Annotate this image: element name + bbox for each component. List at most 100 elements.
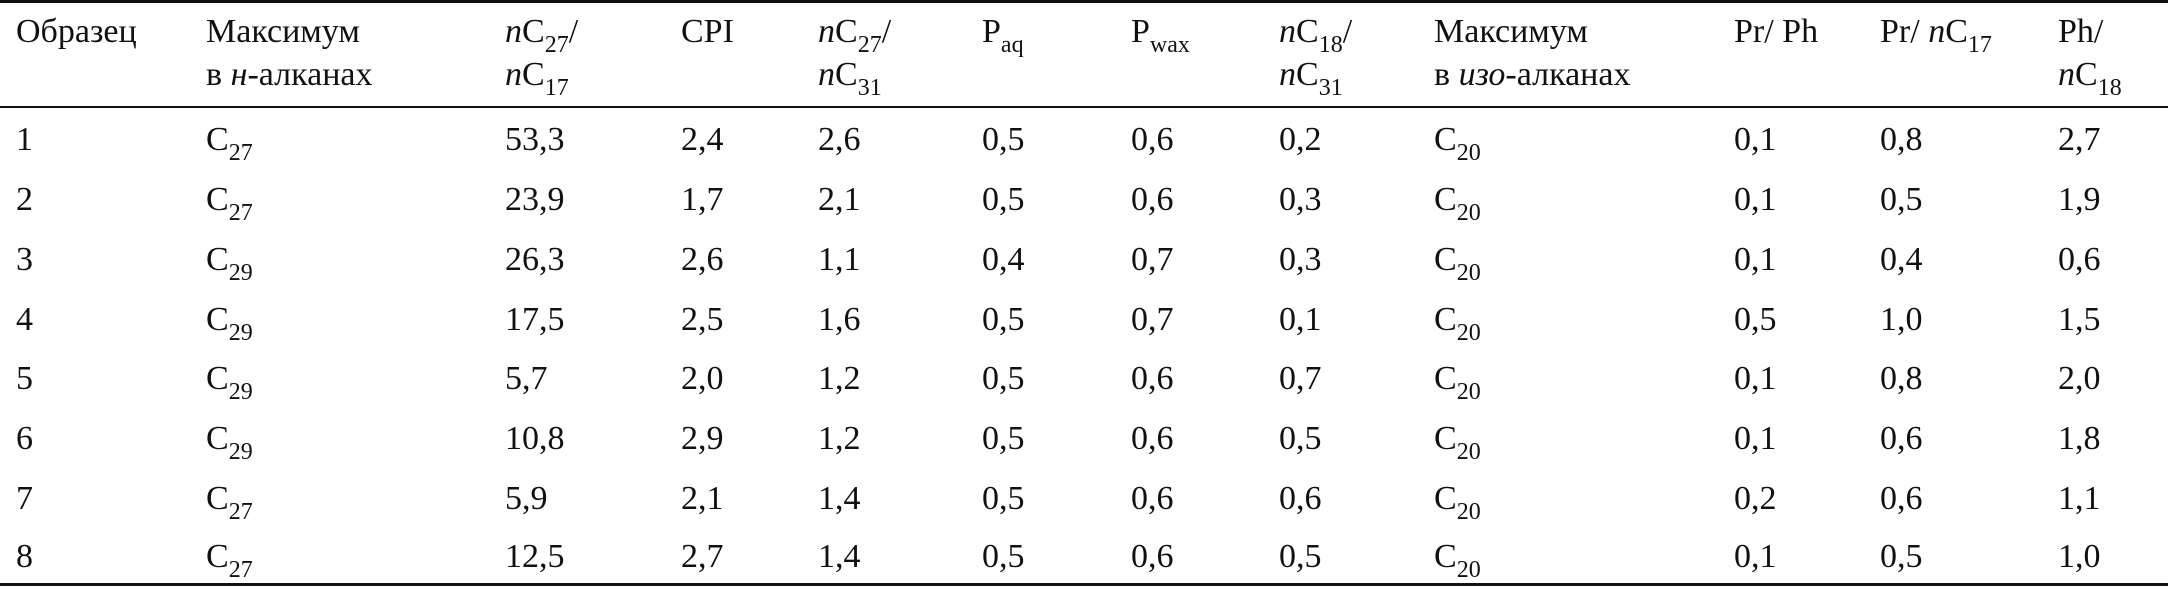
cell-pr-nc17: 0,6 xyxy=(1880,417,1923,460)
table-row: 7 C27 5,9 2,1 1,4 0,5 0,6 0,6 C20 0,2 0,6 1,1 xyxy=(0,467,2168,526)
cell-pwax: 0,6 xyxy=(1131,477,1174,520)
cpi-value: 2,7 xyxy=(681,538,724,575)
ph-nc18-value: 1,8 xyxy=(2058,420,2101,457)
header-ratio-27-17-n2: n xyxy=(505,56,522,93)
cell-paq: 0,5 xyxy=(982,298,1025,341)
header-ratio-18-31-c1: C xyxy=(1296,13,1319,50)
header-max-n-alkanes-suffix: -алканах xyxy=(247,56,373,93)
cell-max-iso-alkanes: C20 xyxy=(1434,178,1481,225)
pwax-value: 0,6 xyxy=(1131,121,1174,158)
header-max-n-alkanes-prefix: в xyxy=(206,56,231,93)
cell-ratio-27-31: 1,1 xyxy=(818,238,861,281)
max-iso-sub: 20 xyxy=(1456,320,1481,346)
pwax-value: 0,6 xyxy=(1131,181,1174,218)
cell-sample: 3 xyxy=(16,238,33,281)
header-pr-ph-text: Pr/ Ph xyxy=(1734,13,1819,50)
cell-paq: 0,4 xyxy=(982,238,1025,281)
ratio-27-31-value: 1,2 xyxy=(818,360,861,397)
cell-ratio-18-31: 0,5 xyxy=(1279,417,1322,460)
cpi-value: 2,0 xyxy=(681,360,724,397)
ratio-27-31-value: 2,6 xyxy=(818,121,861,158)
cell-pr-ph: 0,5 xyxy=(1734,298,1777,341)
header-pr-ph: Pr/ Ph xyxy=(1734,10,1818,53)
table-row: 5 C29 5,7 2,0 1,2 0,5 0,6 0,7 C20 0,1 0,8 2,0 xyxy=(0,347,2168,406)
ratio-27-17-value: 5,9 xyxy=(505,480,548,517)
header-ratio-27-31-n2: n xyxy=(818,56,835,93)
header-ratio-18-31-n2: n xyxy=(1279,56,1296,93)
header-ph-nc18-s: 18 xyxy=(2097,75,2122,101)
table-header-row: Образец Максимум в н-алканах nC27/ nC17 … xyxy=(0,4,2168,106)
cell-pr-nc17: 1,0 xyxy=(1880,298,1923,341)
pr-ph-value: 0,1 xyxy=(1734,181,1777,218)
cell-ph-nc18: 2,7 xyxy=(2058,118,2101,161)
cell-ratio-18-31: 0,6 xyxy=(1279,477,1322,520)
header-pr-nc17-prefix: Pr/ xyxy=(1880,13,1929,50)
sample-value: 6 xyxy=(16,420,33,457)
cell-max-iso-alkanes: C20 xyxy=(1434,118,1481,165)
max-n-base: C xyxy=(206,121,229,158)
cell-pwax: 0,6 xyxy=(1131,178,1174,221)
cell-ratio-27-17: 12,5 xyxy=(505,535,565,578)
cell-max-iso-alkanes: C20 xyxy=(1434,298,1481,345)
cell-paq: 0,5 xyxy=(982,118,1025,161)
header-max-n-alkanes-line1: Максимум xyxy=(206,13,360,50)
max-n-base: C xyxy=(206,241,229,278)
cell-cpi: 2,6 xyxy=(681,238,724,281)
sample-value: 1 xyxy=(16,121,33,158)
header-ratio-18-31-s1: 18 xyxy=(1318,32,1343,58)
pr-nc17-value: 0,4 xyxy=(1880,241,1923,278)
table-bottom-rule xyxy=(0,583,2168,586)
cell-ratio-27-17: 5,9 xyxy=(505,477,548,520)
max-iso-base: C xyxy=(1434,121,1457,158)
cell-ratio-27-31: 1,2 xyxy=(818,417,861,460)
max-iso-base: C xyxy=(1434,360,1457,397)
header-ratio-27-31-s1: 27 xyxy=(857,32,882,58)
cell-ratio-27-17: 53,3 xyxy=(505,118,565,161)
pwax-value: 0,7 xyxy=(1131,241,1174,278)
cell-pr-ph: 0,1 xyxy=(1734,238,1777,281)
pwax-value: 0,6 xyxy=(1131,360,1174,397)
header-ratio-27-17-c2: C xyxy=(522,56,545,93)
cell-paq: 0,5 xyxy=(982,477,1025,520)
header-ratio-27-31-line2: nC31 xyxy=(818,53,891,100)
cell-paq: 0,5 xyxy=(982,417,1025,460)
cpi-value: 1,7 xyxy=(681,181,724,218)
cell-ph-nc18: 1,9 xyxy=(2058,178,2101,221)
max-n-sub: 29 xyxy=(228,379,253,405)
cell-paq: 0,5 xyxy=(982,178,1025,221)
paq-value: 0,5 xyxy=(982,181,1025,218)
cell-max-iso-alkanes: C20 xyxy=(1434,477,1481,524)
ph-nc18-value: 1,9 xyxy=(2058,181,2101,218)
header-ratio-27-17-line1: nC27/ xyxy=(505,10,578,57)
cell-ph-nc18: 1,5 xyxy=(2058,298,2101,341)
cell-max-iso-alkanes: C20 xyxy=(1434,535,1481,582)
ratio-27-31-value: 2,1 xyxy=(818,181,861,218)
cell-sample: 5 xyxy=(16,357,33,400)
cell-max-iso-alkanes: C20 xyxy=(1434,238,1481,285)
cell-pr-ph: 0,1 xyxy=(1734,535,1777,578)
header-ph-nc18-c: C xyxy=(2075,56,2098,93)
header-max-iso-italic: изо xyxy=(1458,56,1506,93)
ratio-27-31-value: 1,2 xyxy=(818,420,861,457)
header-ratio-18-31-n1: n xyxy=(1279,13,1296,50)
cell-ratio-18-31: 0,7 xyxy=(1279,357,1322,400)
cell-ratio-27-31: 1,6 xyxy=(818,298,861,341)
header-ratio-18-31-s2: 31 xyxy=(1318,75,1343,101)
pr-ph-value: 0,2 xyxy=(1734,480,1777,517)
header-ph-nc18-n: n xyxy=(2058,56,2075,93)
table-row: 3 C29 26,3 2,6 1,1 0,4 0,7 0,3 C20 0,1 0,4 0,6 xyxy=(0,228,2168,287)
header-ratio-18-31: nC18/ nC31 xyxy=(1279,10,1352,100)
header-max-iso-prefix: в xyxy=(1434,56,1459,93)
paq-value: 0,5 xyxy=(982,420,1025,457)
header-ratio-18-31-line2: nC31 xyxy=(1279,53,1352,100)
ph-nc18-value: 1,1 xyxy=(2058,480,2101,517)
ratio-18-31-value: 0,3 xyxy=(1279,181,1322,218)
header-paq-sub: aq xyxy=(1000,32,1024,58)
cell-ph-nc18: 1,1 xyxy=(2058,477,2101,520)
pr-ph-value: 0,1 xyxy=(1734,241,1777,278)
cell-ratio-27-31: 2,1 xyxy=(818,178,861,221)
paq-value: 0,5 xyxy=(982,121,1025,158)
pwax-value: 0,6 xyxy=(1131,480,1174,517)
ratio-18-31-value: 0,5 xyxy=(1279,420,1322,457)
cell-sample: 1 xyxy=(16,118,33,161)
